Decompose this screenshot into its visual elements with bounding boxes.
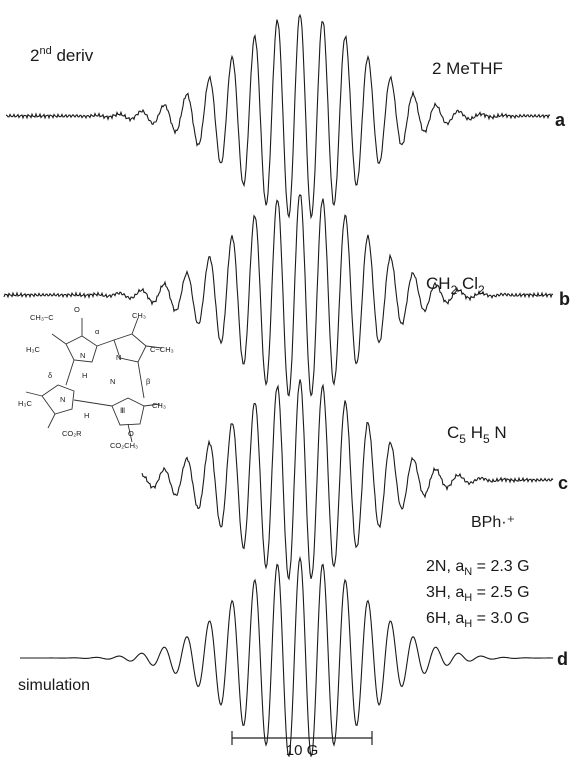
- svg-text:H₃C: H₃C: [18, 399, 32, 408]
- svg-text:O: O: [74, 305, 80, 314]
- solvent-c-n: N: [490, 423, 507, 442]
- solvent-c-sub1: 5: [459, 432, 466, 446]
- hyperfine-line-3: 6H, aH = 3.0 G: [426, 610, 530, 630]
- macrocycle-bonds: [65, 339, 145, 407]
- hyperfine-line-2: 3H, aH = 2.5 G: [426, 584, 530, 604]
- svg-text:N: N: [110, 377, 115, 386]
- svg-text:δ: δ: [48, 371, 52, 380]
- panel-tag-c: c: [558, 473, 568, 493]
- solvent-label-a: 2 MeTHF: [432, 59, 503, 78]
- deriv-superscript: nd: [39, 45, 51, 57]
- solvent-c-sub2: 5: [483, 432, 490, 446]
- solvent-c-h: H: [466, 423, 483, 442]
- substituent-bonds: [25, 317, 163, 443]
- trace-a: [5, 13, 551, 220]
- svg-text:α: α: [95, 327, 100, 336]
- panel-tag-a: a: [555, 110, 566, 130]
- hf2-val: = 2.5 G: [472, 584, 529, 601]
- hf1-text: 2N, a: [426, 558, 464, 575]
- hyperfine-line-1: 2N, aN = 2.3 G: [426, 558, 530, 578]
- panel-tag-b: b: [559, 289, 570, 309]
- deriv-number: 2: [30, 46, 39, 65]
- svg-text:CO₂R: CO₂R: [62, 429, 82, 438]
- porphyrin-structure-inset: [25, 317, 163, 443]
- solvent-b-cl: Cl: [457, 274, 478, 293]
- hf3-text: 6H, a: [426, 610, 464, 627]
- solvent-b-sub1: 2: [451, 283, 458, 297]
- svg-text:N: N: [60, 395, 65, 404]
- svg-text:H: H: [84, 411, 89, 420]
- scale-bar-label: 10 G: [286, 742, 319, 757]
- svg-text:H: H: [82, 371, 87, 380]
- traces-group: [3, 13, 554, 757]
- solvent-b-ch: CH: [426, 274, 451, 293]
- hf2-sub: H: [464, 592, 472, 604]
- hf1-val: = 2.3 G: [472, 558, 529, 575]
- solvent-label-c: C5 H5 N: [447, 423, 507, 446]
- species-label: BPh·⁺: [471, 514, 515, 531]
- hf2-text: 3H, a: [426, 584, 464, 601]
- trace-c: [141, 379, 554, 581]
- solvent-label-b: CH2 Cl2: [426, 274, 485, 297]
- svg-text:O: O: [128, 429, 134, 438]
- ring-ii: [113, 333, 147, 363]
- svg-text:CH₃: CH₃: [132, 311, 146, 320]
- structure-atom-labels: CH₃−C O CH₃ H₃C α C−CH₃ N N H N β δ H₃C …: [18, 305, 174, 450]
- svg-text:CH₃−C: CH₃−C: [30, 313, 54, 322]
- deriv-word: deriv: [52, 46, 94, 65]
- ring-iv: [41, 384, 75, 415]
- ring-iii: [111, 397, 145, 426]
- simulation-label: simulation: [18, 677, 90, 694]
- derivative-label: 2nd deriv: [30, 45, 94, 65]
- svg-text:CO₂CH₃: CO₂CH₃: [110, 441, 138, 450]
- hf3-val: = 3.0 G: [472, 610, 529, 627]
- panel-tag-d: d: [557, 649, 568, 669]
- svg-text:β: β: [146, 377, 151, 386]
- solvent-c-c: C: [447, 423, 459, 442]
- svg-text:N: N: [80, 351, 85, 360]
- scale-bar: [231, 731, 373, 745]
- svg-text:C−CH₃: C−CH₃: [150, 345, 174, 354]
- svg-text:Ⅲ: Ⅲ: [120, 406, 125, 415]
- solvent-b-sub2: 2: [478, 283, 485, 297]
- ring-i: [65, 335, 98, 363]
- hf1-sub: N: [464, 566, 472, 578]
- svg-text:N: N: [116, 353, 121, 362]
- svg-text:CH₃: CH₃: [152, 401, 166, 410]
- svg-text:H₃C: H₃C: [26, 345, 40, 354]
- hf3-sub: H: [464, 618, 472, 630]
- trace-b: [3, 193, 554, 397]
